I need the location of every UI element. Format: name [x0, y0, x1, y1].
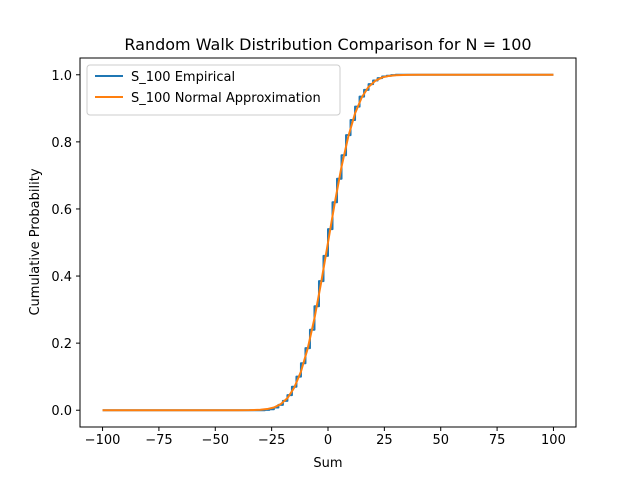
y-tick-label: 0.2: [51, 337, 72, 352]
x-axis-label: Sum: [313, 456, 342, 471]
x-tick-label: 25: [376, 433, 393, 448]
plot-area: [102, 73, 554, 412]
x-tick-label: 0: [324, 433, 332, 448]
legend-label-normal: S_100 Normal Approximation: [131, 91, 321, 106]
x-tick-label: −75: [145, 433, 172, 448]
legend-box: [86, 64, 341, 116]
x-ticks: −100 −75 −50 −25 0 25 50 75 100: [85, 427, 566, 448]
x-tick-label: 75: [489, 433, 506, 448]
y-axis-label: Cumulative Probability: [28, 168, 43, 315]
x-tick-label: 100: [541, 433, 566, 448]
x-tick-label: −100: [85, 433, 121, 448]
y-tick-label: 1.0: [51, 69, 72, 84]
y-ticks: 0.0 0.2 0.4 0.6 0.8 1.0: [51, 69, 80, 419]
x-tick-label: 50: [432, 433, 449, 448]
y-tick-label: 0.4: [51, 270, 72, 285]
x-tick-label: −25: [258, 433, 285, 448]
y-tick-label: 0.8: [51, 136, 72, 151]
legend: S_100 Empirical S_100 Normal Approximati…: [86, 64, 341, 116]
y-tick-label: 0.6: [51, 203, 72, 218]
series-line-normal-approximation: [102, 73, 554, 412]
y-tick-label: 0.0: [51, 404, 72, 419]
legend-label-empirical: S_100 Empirical: [131, 70, 235, 85]
chart-title: Random Walk Distribution Comparison for …: [124, 35, 531, 54]
x-tick-label: −50: [202, 433, 229, 448]
